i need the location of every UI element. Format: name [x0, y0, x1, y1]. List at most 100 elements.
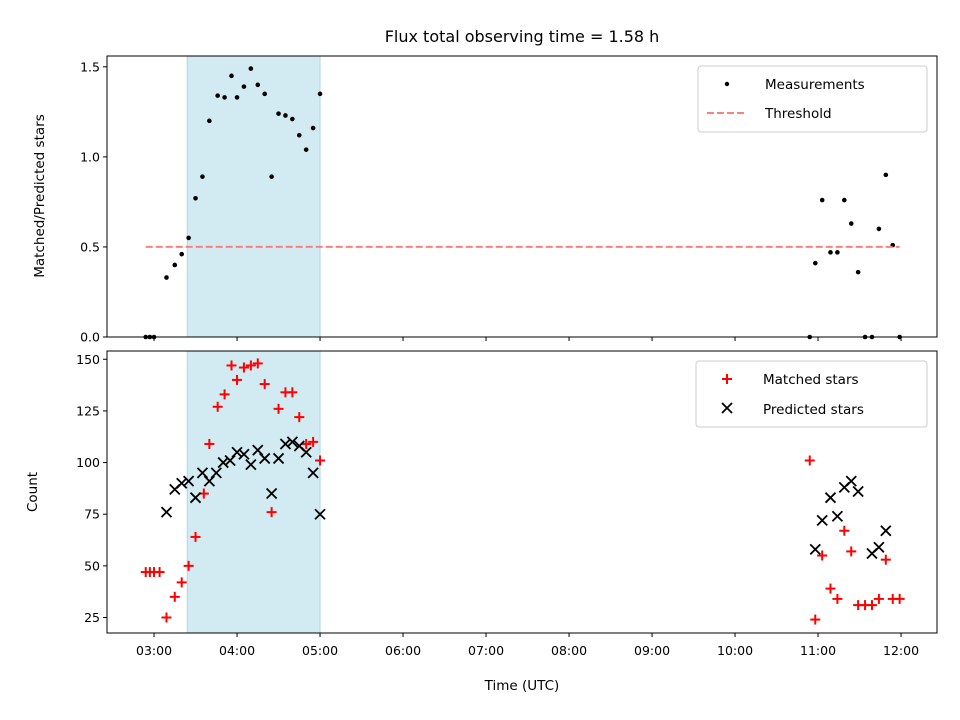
predicted-star-point [160, 506, 173, 518]
matched-star-point [212, 401, 223, 412]
predicted-star-point [176, 477, 188, 489]
predicted-star-point [259, 452, 271, 465]
measurement-point [172, 262, 178, 268]
matched-star-point [817, 550, 828, 561]
measurement-point [234, 95, 240, 100]
matched-star-point [266, 507, 277, 518]
matched-star-point [832, 593, 843, 604]
matched-star-point [190, 531, 201, 542]
top-legend: Measurements Threshold [697, 65, 928, 133]
bottom-y-axis-label: Count [25, 472, 41, 512]
x-tick-label: 10:00 [717, 643, 753, 658]
matched-star-point [273, 403, 284, 414]
matched-star-point [219, 389, 230, 400]
y-tick-label: 25 [84, 610, 100, 625]
predicted-star-point [816, 514, 828, 527]
matched-star-point [176, 577, 187, 588]
matched-star-point [287, 387, 298, 398]
x-tick-label: 11:00 [800, 643, 836, 658]
predicted-star-point [265, 487, 278, 500]
matched-star-point [154, 567, 165, 578]
observing-span-shade [186, 350, 321, 634]
measurement-point [876, 226, 882, 232]
predicted-star-point [279, 438, 292, 450]
measurement-point [317, 91, 323, 97]
predicted-star-point [824, 492, 837, 504]
legend-threshold-label: Threshold [764, 106, 832, 122]
matched-star-point [238, 362, 249, 373]
measurement-point [276, 111, 281, 116]
bottom-panel: 25 50 75 100 125 150 03:00 04:00 05:00 06:00 07:00… [25, 350, 938, 694]
predicted-star-point [809, 543, 821, 555]
legend-predicted-label: Predicted stars [763, 402, 864, 418]
matched-star-point [259, 379, 270, 390]
bottom-legend: Matched stars Predicted stars [695, 360, 928, 428]
matched-star-point [894, 593, 905, 604]
matched-star-point [183, 560, 194, 571]
observing-span-shade [186, 55, 321, 338]
measurement-point [262, 91, 268, 97]
top-observing-span [186, 55, 321, 338]
predicted-star-point [286, 436, 299, 448]
top-axes-frame [106, 55, 938, 338]
predicted-star-point [203, 475, 216, 487]
top-data-marks [143, 66, 902, 340]
measurement-point [883, 172, 889, 178]
measurement-point [179, 251, 184, 257]
predicted-star-point [314, 508, 326, 520]
predicted-star-point [272, 452, 285, 465]
measurement-point [193, 196, 198, 201]
x-tick-label: 06:00 [385, 643, 421, 658]
top-axes-ticks: 0.0 0.5 1.0 1.5 [80, 59, 902, 345]
measurement-point [283, 113, 288, 118]
measurement-point [215, 93, 220, 98]
measurement-point [848, 221, 854, 226]
y-tick-label: 1.5 [80, 59, 100, 74]
x-tick-label: 08:00 [551, 643, 587, 658]
measurement-point [241, 84, 247, 89]
matched-star-point [252, 358, 263, 369]
measurement-point [200, 174, 205, 179]
measurement-point [248, 66, 254, 71]
top-legend-box [697, 65, 928, 133]
measurement-point [303, 147, 309, 152]
measurement-point [855, 269, 861, 275]
bottom-data-marks [140, 358, 905, 625]
x-tick-label: 04:00 [219, 643, 255, 658]
predicted-star-point [845, 475, 857, 487]
x-tick-label: 12:00 [883, 643, 919, 658]
predicted-star-point [196, 467, 209, 479]
predicted-star-point [224, 454, 236, 467]
measurement-point [269, 174, 274, 179]
measurement-point [207, 118, 212, 124]
predicted-star-point [252, 444, 264, 456]
predicted-star-point [307, 467, 319, 479]
predicted-star-point [873, 541, 885, 553]
legend-predicted-marker [721, 402, 733, 414]
x-axis-label: Time (UTC) [484, 678, 560, 694]
matched-star-point [232, 374, 243, 385]
measurement-point [296, 132, 302, 138]
legend-measurements-label: Measurements [765, 77, 865, 93]
measurement-point [310, 125, 316, 131]
measurement-point [842, 197, 847, 203]
y-tick-label: 50 [84, 558, 100, 573]
matched-star-point [226, 360, 237, 371]
x-tick-label: 07:00 [468, 643, 504, 658]
legend-matched-label: Matched stars [763, 372, 859, 388]
predicted-star-point [852, 485, 864, 498]
matched-star-point [866, 600, 877, 611]
y-tick-label: 125 [76, 403, 100, 418]
measurement-point [812, 260, 818, 266]
predicted-star-point [831, 510, 844, 522]
x-tick-label: 03:00 [136, 643, 172, 658]
measurement-point [828, 250, 833, 255]
chart-title: Flux total observing time = 1.58 h [385, 27, 660, 46]
matched-star-point [846, 546, 857, 557]
matched-star-point [245, 360, 256, 371]
predicted-star-point [182, 475, 195, 487]
top-panel: 0.0 0.5 1.0 1.5 Matched/Predicted stars Mea… [32, 55, 938, 345]
measurement-point [819, 197, 825, 203]
measurement-point [229, 73, 234, 79]
